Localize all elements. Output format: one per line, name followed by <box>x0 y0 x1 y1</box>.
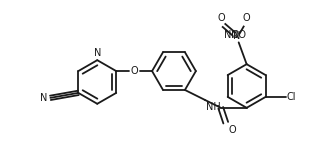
Text: NO: NO <box>224 30 239 40</box>
Text: N: N <box>233 31 240 41</box>
Text: Cl: Cl <box>286 92 296 102</box>
Text: O: O <box>243 12 250 23</box>
Text: N: N <box>94 48 101 58</box>
Text: O: O <box>130 66 138 76</box>
Text: NH: NH <box>206 102 220 112</box>
Text: NO: NO <box>231 30 246 40</box>
Text: O: O <box>229 125 236 135</box>
Text: N: N <box>40 93 48 103</box>
Text: O: O <box>218 12 225 23</box>
